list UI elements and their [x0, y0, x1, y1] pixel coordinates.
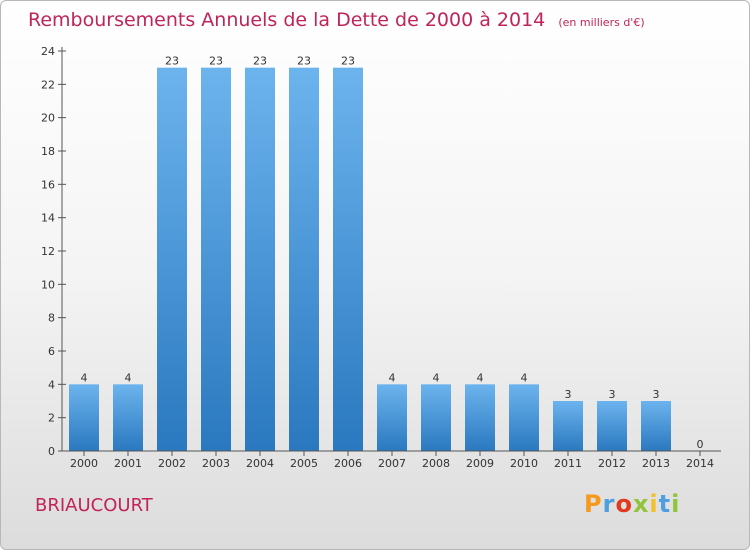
data-label-2009: 4: [477, 371, 484, 384]
unit-note: (en milliers d'€): [558, 16, 645, 29]
x-tick-label-2010: 2010: [510, 457, 538, 470]
x-tick-label-2008: 2008: [422, 457, 450, 470]
x-tick-label-2013: 2013: [642, 457, 670, 470]
labels-layer: 4 423 23 23 23 234 4 4 43 3 3002468101214161820222…: [41, 45, 714, 470]
y-tick-label-14: 14: [41, 212, 55, 225]
data-label-2005: 23: [297, 55, 311, 68]
title-row: Remboursements Annuels de la Dette de 20…: [28, 9, 645, 31]
x-tick-label-2009: 2009: [466, 457, 494, 470]
bar-2013: [641, 401, 671, 451]
bar-2009: [465, 384, 495, 451]
data-label-2004: 23: [253, 55, 267, 68]
data-label-2000: 4: [81, 371, 88, 384]
y-tick-label-8: 8: [48, 312, 55, 325]
x-tick-label-2012: 2012: [598, 457, 626, 470]
data-label-2003: 23: [209, 55, 223, 68]
x-tick-label-2007: 2007: [378, 457, 406, 470]
bar-2002: [157, 67, 187, 452]
y-tick-label-24: 24: [41, 45, 55, 58]
y-tick-label-10: 10: [41, 278, 55, 291]
x-tick-label-2003: 2003: [202, 457, 230, 470]
y-tick-label-4: 4: [48, 378, 55, 391]
brand-letter: i: [649, 490, 659, 518]
data-label-2008: 4: [433, 371, 440, 384]
data-label-2011: 3: [565, 388, 572, 401]
city-name: BRIAUCOURT: [35, 495, 153, 516]
bar-2012: [597, 401, 627, 451]
brand-letter: x: [632, 490, 650, 518]
data-label-2001: 4: [125, 371, 132, 384]
y-tick-label-18: 18: [41, 145, 55, 158]
data-label-2007: 4: [389, 371, 396, 384]
bar-2008: [421, 384, 451, 451]
bar-2003: [201, 67, 231, 452]
x-tick-label-2004: 2004: [246, 457, 274, 470]
x-tick-label-2002: 2002: [158, 457, 186, 470]
y-tick-label-20: 20: [41, 112, 55, 125]
y-tick-label-12: 12: [41, 245, 55, 258]
y-tick-label-0: 0: [48, 445, 55, 458]
bar-2005: [289, 67, 319, 452]
bar-2004: [245, 67, 275, 452]
brand-letter: P: [584, 490, 603, 518]
bar-2001: [113, 384, 143, 451]
axes-layer: [58, 47, 721, 456]
y-tick-label-6: 6: [48, 345, 55, 358]
bar-2000: [69, 384, 99, 451]
bars-layer: [69, 67, 671, 452]
data-label-2012: 3: [609, 388, 616, 401]
data-label-2013: 3: [653, 388, 660, 401]
brand-logo: Proxiti: [584, 490, 680, 518]
bar-2006: [333, 67, 363, 452]
bar-2011: [553, 401, 583, 451]
data-label-2002: 23: [165, 55, 179, 68]
x-tick-label-2000: 2000: [70, 457, 98, 470]
chart-title: Remboursements Annuels de la Dette de 20…: [28, 9, 546, 31]
brand-letter: r: [602, 490, 616, 518]
y-tick-label-2: 2: [48, 412, 55, 425]
x-tick-label-2011: 2011: [554, 457, 582, 470]
brand-letter: i: [671, 490, 681, 518]
data-label-2014: 0: [697, 438, 704, 451]
data-label-2010: 4: [521, 371, 528, 384]
brand-letter: o: [615, 490, 633, 518]
x-tick-label-2006: 2006: [334, 457, 362, 470]
bar-2010: [509, 384, 539, 451]
y-tick-label-22: 22: [41, 78, 55, 91]
data-label-2006: 23: [341, 55, 355, 68]
brand-letter: t: [658, 490, 672, 518]
bar-2007: [377, 384, 407, 451]
x-tick-label-2005: 2005: [290, 457, 318, 470]
x-tick-label-2001: 2001: [114, 457, 142, 470]
x-tick-label-2014: 2014: [686, 457, 714, 470]
y-tick-label-16: 16: [41, 178, 55, 191]
